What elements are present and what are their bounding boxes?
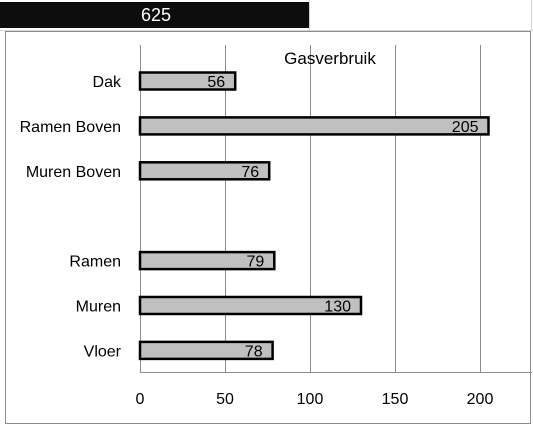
category-label: Muren Boven: [26, 164, 121, 181]
x-tick-label: 150: [382, 391, 409, 408]
data-label: 76: [241, 164, 259, 181]
category-label: Ramen Boven: [20, 119, 121, 136]
category-label: Muren: [76, 299, 121, 316]
bar[interactable]: [138, 161, 271, 181]
bar[interactable]: [138, 295, 363, 316]
bar[interactable]: [138, 340, 274, 361]
total-value: 625: [141, 5, 172, 25]
data-label: 79: [247, 254, 265, 271]
cell-border: [531, 0, 532, 30]
bars: [138, 71, 490, 361]
data-label: 130: [324, 299, 351, 316]
x-axis-tick-labels: 0 50 100 150 200: [136, 391, 494, 408]
x-tick-label: 200: [467, 391, 494, 408]
bar[interactable]: [138, 250, 276, 271]
x-tick-label: 0: [136, 391, 145, 408]
total-value-cell[interactable]: 625: [0, 2, 309, 28]
x-tick-label: 50: [216, 391, 234, 408]
category-label: Dak: [93, 74, 122, 91]
gridlines: [140, 45, 532, 373]
data-label: 78: [245, 343, 263, 360]
chart-area[interactable]: [5, 31, 531, 424]
data-label: 56: [207, 74, 225, 91]
chart-title: Gasverbruik: [284, 49, 376, 68]
bar[interactable]: [138, 116, 490, 136]
category-label: Vloer: [84, 343, 122, 360]
x-tick-label: 100: [297, 391, 324, 408]
data-label: 205: [452, 119, 479, 136]
category-labels: Dak 56 Ramen Boven 205 Muren Boven 76 Ramen 79 M…: [20, 74, 479, 360]
bar[interactable]: [138, 71, 237, 91]
category-label: Ramen: [69, 254, 121, 271]
cell-border: [309, 0, 310, 30]
